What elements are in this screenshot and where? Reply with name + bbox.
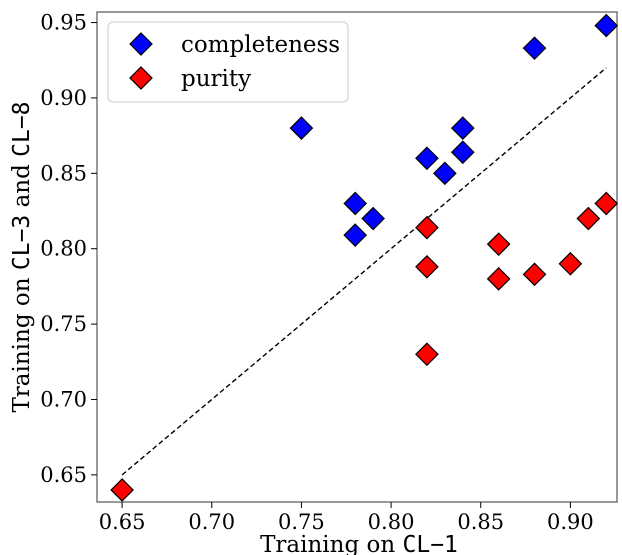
completeness-marker [361,206,385,231]
completeness-marker [522,36,547,61]
y-tick-label: 0.70 [40,387,87,411]
completeness-marker [450,116,475,140]
x-tick-label: 0.70 [188,510,235,534]
y-tick-label: 0.65 [40,463,87,487]
completeness-legend-marker [129,32,153,56]
purity-legend-marker [129,66,153,90]
purity-marker [486,232,511,257]
purity-marker [558,251,583,276]
completeness-legend-label: completeness [181,32,340,58]
y-tick-label: 0.85 [40,161,87,185]
purity-marker [110,478,134,502]
x-axis: 0.65 0.70 0.75 0.80 0.85 0.90 [99,502,594,534]
x-tick-label: 0.75 [278,510,325,534]
legend-box [107,21,349,103]
purity-marker [415,215,439,240]
x-tick-label: 0.80 [368,510,415,534]
completeness-marker [450,140,475,165]
y-tick-label: 0.80 [40,237,87,261]
x-tick-label: 0.85 [457,510,504,534]
completeness-marker [343,191,368,216]
y-tick-label: 0.75 [40,312,87,336]
reference-line [121,67,607,476]
completeness-marker [594,13,619,38]
purity-marker [522,262,547,287]
purity-marker [594,191,619,216]
y-tick-label: 0.90 [40,86,87,110]
purity-marker [576,206,601,231]
reference-line-layer [121,67,607,476]
completeness-marker [289,116,314,140]
y-axis: 0.65 0.70 0.75 0.80 0.85 0.90 0.95 [40,11,97,487]
completeness-marker [415,146,439,171]
completeness-marker [343,223,368,247]
purity-marker [486,267,511,291]
purity-legend-label: purity [181,66,251,92]
x-tick-label: 0.90 [547,510,594,534]
y-tick-label: 0.95 [40,11,87,35]
purity-marker [415,254,439,279]
y-axis-label: Training on CL−3 and CL−8 [9,101,35,412]
x-axis-label: Training on CL−1 [260,532,458,555]
purity-marker [415,342,439,367]
legend: completeness purity [107,21,349,103]
data-markers [110,13,619,502]
completeness-marker [433,161,457,186]
x-tick-label: 0.65 [99,510,146,534]
